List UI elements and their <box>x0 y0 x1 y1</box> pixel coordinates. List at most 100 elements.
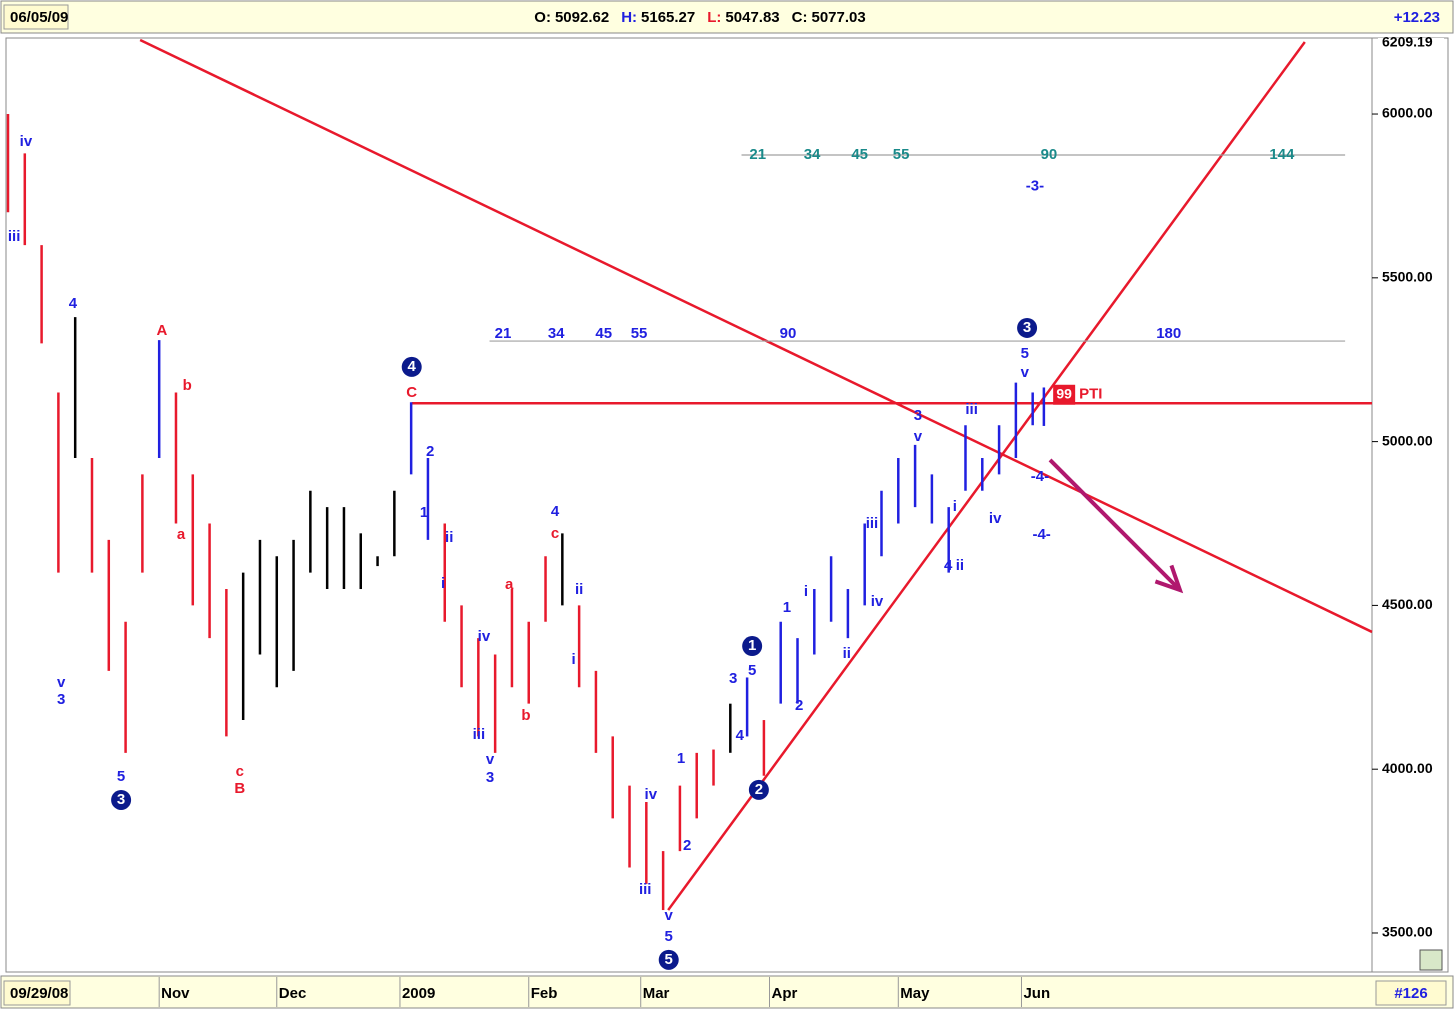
wave-label: 34 <box>548 325 565 342</box>
wave-label: a <box>177 526 186 543</box>
y-tick-label: 6000.00 <box>1382 105 1433 121</box>
wave-degree-label: 2 <box>755 781 763 798</box>
wave-label: 180 <box>1156 325 1181 342</box>
time-axis-bar <box>0 975 1454 1009</box>
wave-label: ii <box>575 581 583 598</box>
wave-degree-label: 4 <box>408 358 417 375</box>
ohlc-label: C: <box>792 9 808 26</box>
wave-label: 90 <box>780 325 797 342</box>
ohlc-value: 5092.62 <box>555 9 609 26</box>
wave-label: 3 <box>729 670 737 687</box>
wave-label: v <box>486 751 495 768</box>
header-bar <box>0 0 1454 34</box>
wave-label: ii <box>445 529 453 546</box>
wave-degree-label: 5 <box>665 951 673 968</box>
wave-label: iv <box>478 628 491 645</box>
wave-label: 45 <box>851 146 868 163</box>
price-axis <box>1371 37 1449 973</box>
wave-label: -3- <box>1026 178 1044 195</box>
zoom-icon[interactable] <box>1419 949 1443 971</box>
wave-label: v <box>57 674 66 691</box>
wave-circle <box>111 789 132 810</box>
wave-degree-label: 1 <box>748 637 756 654</box>
wave-label: 55 <box>631 325 648 342</box>
wave-label: 5 <box>665 928 673 945</box>
pti-value: 99 <box>1056 385 1072 401</box>
wave-label: 5 <box>748 662 756 679</box>
wave-label: iv <box>645 786 658 803</box>
trend-line <box>667 41 1306 911</box>
wave-degree-label: 3 <box>1023 319 1031 336</box>
wave-label: 1 <box>783 599 791 616</box>
wave-label: i <box>441 575 445 592</box>
wave-label: 45 <box>595 325 612 342</box>
header-ohlc: O: 5092.62 H: 5165.27 L: 5047.83 C: 5077.03 <box>534 9 865 26</box>
x-tick-label: Nov <box>161 985 190 1002</box>
wave-label: 1 <box>677 750 685 767</box>
x-tick-label: May <box>900 985 930 1002</box>
arrow-head <box>1154 564 1184 594</box>
date-box <box>3 4 69 30</box>
pti-label: PTI <box>1079 386 1102 403</box>
wave-label: 1 <box>420 504 428 521</box>
plot-area <box>5 37 1373 973</box>
last-high-label: 6209.19 <box>1382 34 1433 50</box>
wave-label: c <box>236 763 244 780</box>
x-tick-label: Mar <box>643 985 670 1002</box>
wave-label: B <box>234 780 245 797</box>
wave-label: 4 <box>944 557 953 574</box>
wave-label: 3 <box>914 407 922 424</box>
x-tick-label: Jun <box>1023 985 1050 1002</box>
y-tick-label: 4500.00 <box>1382 596 1433 612</box>
wave-label: C <box>406 384 417 401</box>
wave-label: 3 <box>486 769 494 786</box>
header-change: +12.23 <box>1394 9 1440 26</box>
x-tick-label: 2009 <box>402 985 435 1002</box>
wave-label: 2 <box>683 837 691 854</box>
wave-label: 3 <box>57 691 65 708</box>
wave-label: ii <box>956 557 964 574</box>
ohlc-label: H: <box>621 9 637 26</box>
bar-count: #126 <box>1394 985 1427 1002</box>
wave-label: 2 <box>426 443 434 460</box>
wave-label: b <box>521 707 530 724</box>
wave-label: v <box>1021 364 1030 381</box>
wave-label: 5 <box>1021 345 1029 362</box>
wave-label: 4 <box>551 503 560 520</box>
wave-circle <box>658 949 679 970</box>
wave-label: iv <box>871 593 884 610</box>
wave-label: i <box>804 583 808 600</box>
wave-circle <box>748 779 769 800</box>
wave-label: iii <box>639 881 652 898</box>
wave-label: -4- <box>1032 526 1050 543</box>
y-tick-label: 5500.00 <box>1382 269 1433 285</box>
wave-label: iv <box>20 133 33 150</box>
y-tick-label: 5000.00 <box>1382 432 1433 448</box>
x-tick-label: Dec <box>279 985 307 1002</box>
trend-line <box>139 38 1373 634</box>
wave-label: b <box>183 377 192 394</box>
wave-label: ii <box>843 645 851 662</box>
wave-label: 5 <box>117 768 125 785</box>
wave-label: v <box>914 428 923 445</box>
bar-count-box <box>1375 980 1447 1006</box>
ohlc-value: 5165.27 <box>641 9 695 26</box>
pti-box <box>1053 384 1076 405</box>
ohlc-value: 5047.83 <box>725 9 779 26</box>
start-date-box <box>3 980 71 1006</box>
wave-label: 2 <box>795 697 803 714</box>
wave-circle <box>401 356 422 377</box>
wave-degree-label: 3 <box>117 791 125 808</box>
wave-label: 4 <box>736 727 745 744</box>
wave-circle <box>1017 317 1038 338</box>
wave-label: 144 <box>1269 146 1295 163</box>
x-tick-label: Feb <box>531 985 558 1002</box>
wave-label: A <box>157 322 168 339</box>
y-tick-label: 3500.00 <box>1382 924 1433 940</box>
wave-label: 34 <box>804 146 821 163</box>
wave-label: 21 <box>495 325 512 342</box>
header-date: 06/05/09 <box>10 9 68 26</box>
wave-label: i <box>953 498 957 515</box>
